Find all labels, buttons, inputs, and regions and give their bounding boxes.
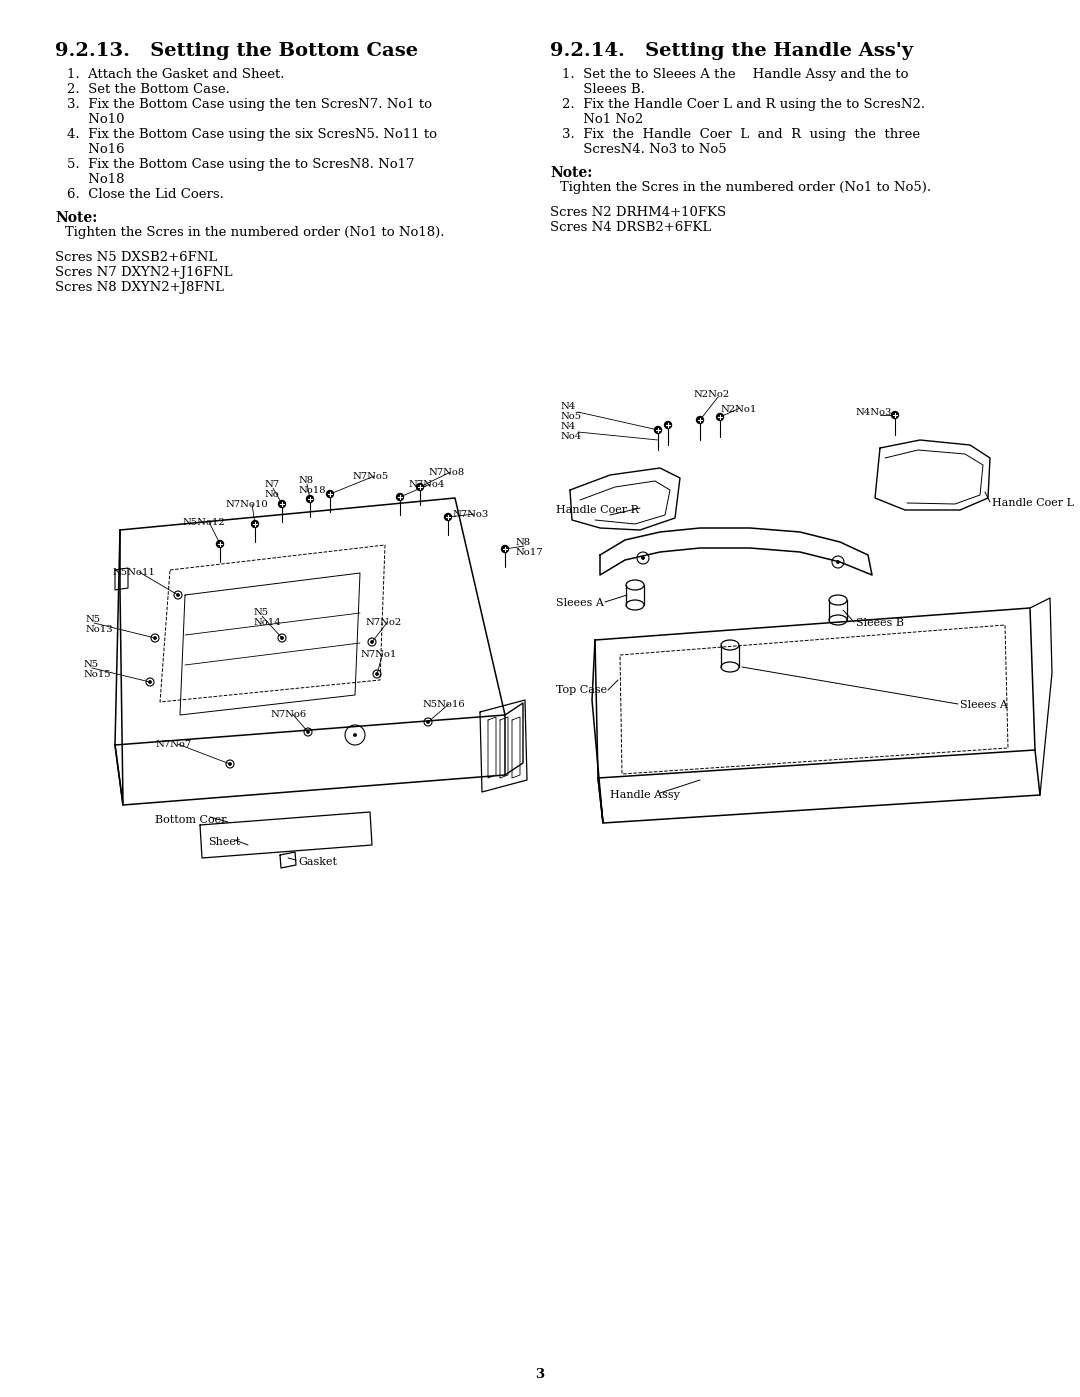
Circle shape: [354, 733, 356, 736]
Circle shape: [891, 412, 899, 419]
Text: Sleees A: Sleees A: [556, 598, 604, 608]
Text: N4
No4: N4 No4: [561, 422, 581, 441]
Text: Sleees B.: Sleees B.: [562, 82, 645, 96]
Text: N7
No: N7 No: [264, 481, 279, 499]
Text: 4.  Fix the Bottom Case using the six ScresN5. No11 to: 4. Fix the Bottom Case using the six Scr…: [67, 129, 437, 141]
Text: 2.  Fix the Handle Coer L and R using the to ScresN2.: 2. Fix the Handle Coer L and R using the…: [562, 98, 926, 110]
Text: 9.2.13.   Setting the Bottom Case: 9.2.13. Setting the Bottom Case: [55, 42, 418, 60]
Circle shape: [445, 514, 451, 521]
Text: No16: No16: [67, 142, 124, 156]
Text: N7No5: N7No5: [352, 472, 388, 481]
Circle shape: [664, 422, 672, 429]
Text: N5
No15: N5 No15: [83, 659, 110, 679]
Circle shape: [326, 490, 334, 497]
Text: N7No7: N7No7: [156, 740, 191, 749]
Text: Bottom Coer: Bottom Coer: [156, 814, 227, 826]
Text: N5No11: N5No11: [112, 569, 154, 577]
Text: Scres N2 DRHM4+10FKS: Scres N2 DRHM4+10FKS: [550, 205, 726, 219]
Text: 9.2.14.   Setting the Handle Ass'y: 9.2.14. Setting the Handle Ass'y: [550, 42, 913, 60]
Text: N2No2: N2No2: [693, 390, 729, 400]
Circle shape: [307, 731, 309, 733]
Text: Handle Coer L: Handle Coer L: [993, 497, 1074, 509]
Text: Gasket: Gasket: [298, 856, 337, 868]
Circle shape: [153, 637, 157, 640]
Text: Note:: Note:: [55, 211, 97, 225]
Text: Handle Coer R: Handle Coer R: [556, 504, 639, 515]
Circle shape: [216, 541, 224, 548]
Text: 1.  Set the to Sleees A the    Handle Assy and the to: 1. Set the to Sleees A the Handle Assy a…: [562, 68, 908, 81]
Text: 1.  Attach the Gasket and Sheet.: 1. Attach the Gasket and Sheet.: [67, 68, 284, 81]
Text: Scres N7 DXYN2+J16FNL: Scres N7 DXYN2+J16FNL: [55, 265, 232, 279]
Circle shape: [281, 637, 283, 640]
Text: N7No1: N7No1: [360, 650, 396, 659]
Text: 3: 3: [536, 1368, 544, 1382]
Text: 6.  Close the Lid Coers.: 6. Close the Lid Coers.: [67, 189, 224, 201]
Text: Sleees B: Sleees B: [856, 617, 904, 629]
Text: Tighten the Scres in the numbered order (No1 to No18).: Tighten the Scres in the numbered order …: [65, 226, 445, 239]
Circle shape: [307, 496, 313, 503]
Text: No1 No2: No1 No2: [562, 113, 644, 126]
Text: N5No12: N5No12: [183, 518, 225, 527]
Text: 2.  Set the Bottom Case.: 2. Set the Bottom Case.: [67, 82, 230, 96]
Circle shape: [177, 594, 179, 597]
Text: N7No10: N7No10: [225, 500, 268, 509]
Text: Top Case: Top Case: [556, 685, 607, 694]
Text: 3.  Fix the Bottom Case using the ten ScresN7. No1 to: 3. Fix the Bottom Case using the ten Scr…: [67, 98, 432, 110]
Text: Note:: Note:: [550, 166, 592, 180]
Text: Scres N5 DXSB2+6FNL: Scres N5 DXSB2+6FNL: [55, 251, 217, 264]
Text: N7No6: N7No6: [270, 710, 306, 719]
Text: N2No1: N2No1: [720, 405, 756, 414]
Circle shape: [252, 521, 258, 528]
Circle shape: [716, 414, 724, 420]
Text: N8
No18: N8 No18: [298, 476, 326, 496]
Text: 5.  Fix the Bottom Case using the to ScresN8. No17: 5. Fix the Bottom Case using the to Scre…: [67, 158, 415, 170]
Text: N8
No17: N8 No17: [515, 538, 542, 557]
Text: N5
No13: N5 No13: [85, 615, 112, 634]
Circle shape: [654, 426, 661, 433]
Text: N4No3: N4No3: [855, 408, 891, 416]
Text: No10: No10: [67, 113, 124, 126]
Circle shape: [279, 500, 285, 507]
Text: Sleees A: Sleees A: [960, 700, 1008, 710]
Text: Scres N4 DRSB2+6FKL: Scres N4 DRSB2+6FKL: [550, 221, 712, 235]
Circle shape: [396, 493, 404, 500]
Text: Sheet: Sheet: [208, 837, 241, 847]
Circle shape: [642, 557, 644, 559]
Text: N7No4: N7No4: [408, 481, 444, 489]
Circle shape: [376, 673, 378, 675]
Circle shape: [229, 763, 231, 766]
Text: 3.  Fix  the  Handle  Coer  L  and  R  using  the  three: 3. Fix the Handle Coer L and R using the…: [562, 129, 920, 141]
Circle shape: [427, 721, 429, 724]
Text: No18: No18: [67, 173, 124, 186]
Circle shape: [417, 483, 423, 490]
Text: Scres N8 DXYN2+J8FNL: Scres N8 DXYN2+J8FNL: [55, 281, 224, 293]
Circle shape: [837, 560, 839, 563]
Circle shape: [501, 545, 509, 552]
Text: N7No2: N7No2: [365, 617, 402, 627]
Circle shape: [697, 416, 703, 423]
Text: Handle Assy: Handle Assy: [610, 789, 680, 800]
Text: Tighten the Scres in the numbered order (No1 to No5).: Tighten the Scres in the numbered order …: [561, 182, 931, 194]
Text: N7No3: N7No3: [453, 510, 488, 520]
Text: N7No8: N7No8: [428, 468, 464, 476]
Circle shape: [370, 641, 374, 643]
Circle shape: [149, 680, 151, 683]
Text: N5
No14: N5 No14: [253, 608, 281, 627]
Text: N5No16: N5No16: [422, 700, 464, 710]
Text: N4
No5: N4 No5: [561, 402, 581, 422]
Text: ScresN4. No3 to No5: ScresN4. No3 to No5: [562, 142, 727, 156]
